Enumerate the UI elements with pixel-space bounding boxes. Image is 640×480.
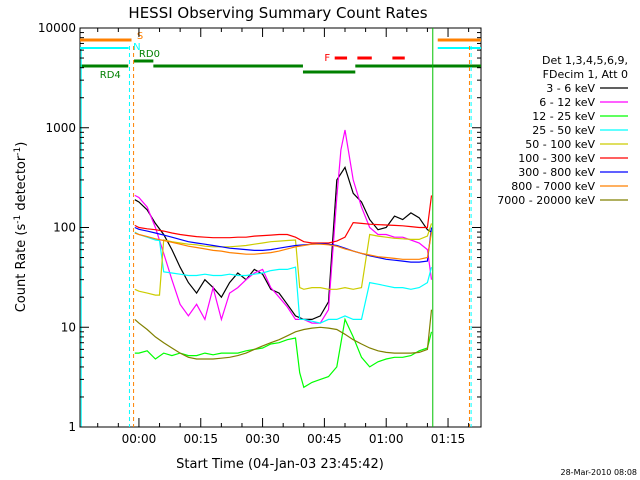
annotation-n: N (133, 42, 140, 53)
legend-entry: 7000 - 20000 keV (497, 194, 595, 207)
y-tick-label: 10 (61, 320, 76, 334)
x-tick-label: 01:00 (369, 432, 404, 446)
axis-layer: 1 10 100 1000 10000 00:00 00:15 00:30 00:45 01:00… (38, 21, 481, 446)
timestamp: 28-Mar-2010 08:08 (561, 468, 638, 477)
x-tick-label: 00:15 (183, 432, 218, 446)
x-tick-label: 00:45 (307, 432, 342, 446)
series-line-6 (134, 195, 433, 244)
legend-entry: 100 - 300 keV (518, 152, 595, 165)
legend-entry: 300 - 800 keV (518, 166, 595, 179)
annotation-f: F (324, 53, 330, 64)
legend-entry: 6 - 12 keV (539, 96, 595, 109)
chart-title: HESSI Observing Summary Count Rates (128, 4, 427, 22)
annotation-layer: SN RD4 RD0 F (80, 28, 481, 427)
x-tick-label: 00:00 (122, 432, 157, 446)
x-tick-label: 00:30 (245, 432, 280, 446)
series-line-7 (134, 226, 433, 263)
y-tick-label: 100 (53, 221, 76, 235)
series-line-1 (134, 166, 432, 320)
x-axis-label: Start Time (04-Jan-03 23:45:42) (176, 457, 384, 472)
legend-entry: 800 - 7000 keV (511, 180, 595, 193)
annotation-s: S (137, 31, 143, 42)
series-line-4 (134, 231, 433, 324)
series-line-9 (134, 309, 433, 360)
y-tick-label: 10000 (38, 21, 76, 35)
legend-entry: 50 - 100 keV (525, 138, 595, 151)
legend: Det 1,3,4,5,6,9,FDecim 1, Att 03 - 6 keV… (497, 54, 628, 207)
legend-entry: 25 - 50 keV (532, 124, 595, 137)
series-line-5 (134, 223, 433, 296)
x-tick-label: 01:15 (431, 432, 466, 446)
series-line-8 (134, 232, 433, 260)
annotation-rd4: RD4 (100, 70, 121, 81)
series-layer (134, 129, 433, 389)
legend-entry: 12 - 25 keV (532, 110, 595, 123)
series-line-2 (134, 129, 433, 324)
annotation-rd0: RD0 (139, 49, 160, 60)
y-tick-label: 1000 (45, 121, 76, 135)
legend-header: FDecim 1, Att 0 (543, 68, 628, 81)
y-axis-label: Count Rate (s-1 detector-1) (13, 142, 29, 313)
series-line-3 (134, 317, 433, 389)
legend-entry: 3 - 6 keV (546, 82, 595, 95)
legend-header: Det 1,3,4,5,6,9, (542, 54, 628, 67)
y-tick-label: 1 (68, 420, 76, 434)
